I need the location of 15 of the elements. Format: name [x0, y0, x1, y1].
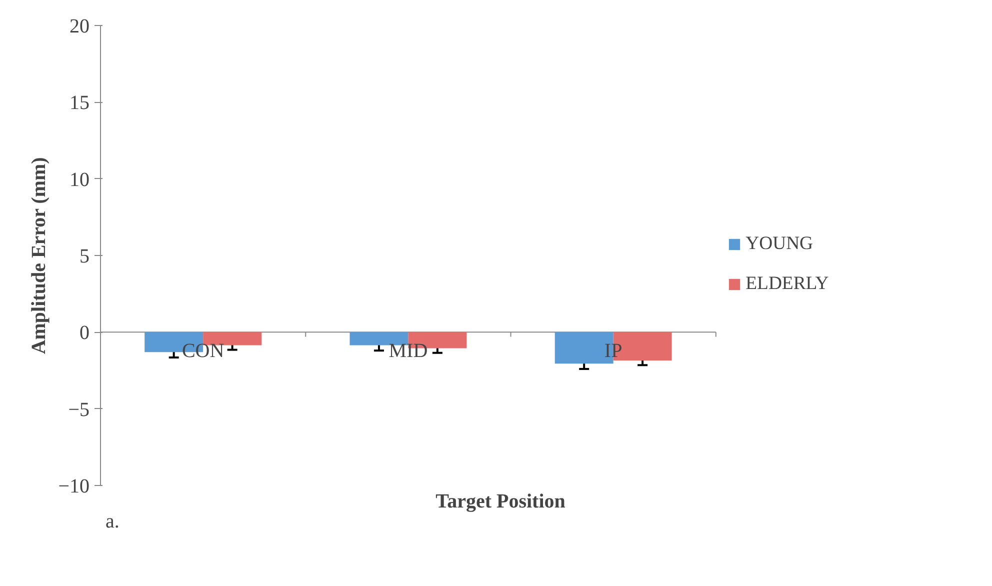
- y-tick-label: 20: [70, 16, 90, 38]
- y-tick-label: −5: [68, 398, 90, 421]
- y-tick-label: 10: [70, 168, 90, 191]
- y-tick-label: 5: [80, 246, 90, 268]
- x-tick-label: CON: [182, 340, 224, 362]
- legend-label: YOUNG: [746, 233, 814, 255]
- x-tick-label: MID: [388, 340, 428, 362]
- y-tick-label: −10: [58, 476, 90, 498]
- text: a.: [106, 510, 120, 532]
- x-axis-title: Target Position: [436, 490, 566, 512]
- y-tick-label: 0: [80, 322, 90, 344]
- y-tick-label: 15: [70, 92, 90, 114]
- legend-label: ELDERLY: [746, 273, 829, 295]
- x-tick-label: IP: [604, 340, 622, 362]
- y-axis-title: Amplitude Error (mm): [28, 157, 50, 354]
